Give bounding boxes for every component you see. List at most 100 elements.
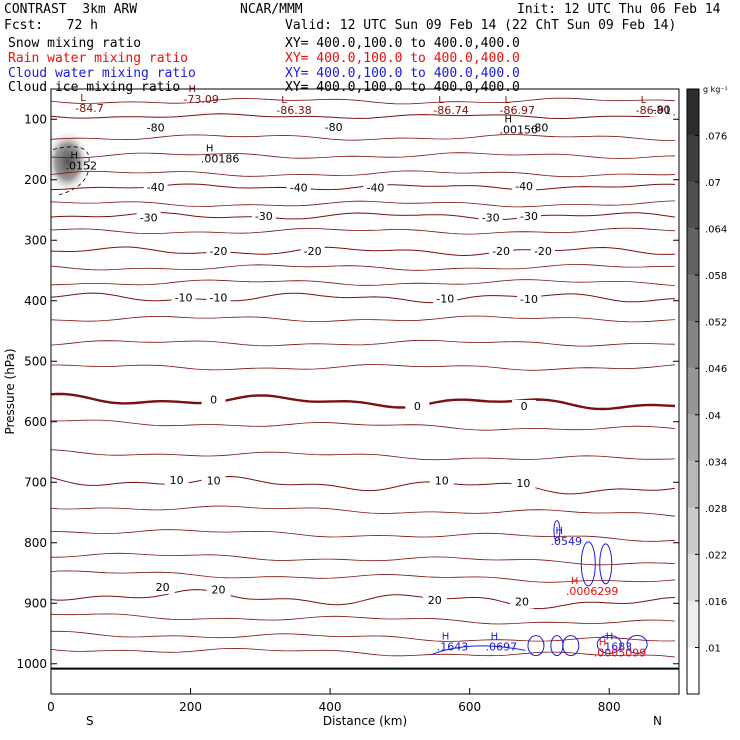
isotherm-minor: [50, 97, 676, 105]
marker-low: L: [80, 93, 86, 104]
isotherm-0: [50, 392, 676, 411]
colorbar-cell: [687, 554, 699, 601]
colorbar: .076 .07 .064 .058 .052 .046 .04 .034 .028 .022 .0…: [686, 85, 728, 695]
cloud-water-contour: [596, 634, 622, 654]
cloud-water-contour: [431, 645, 526, 656]
isotherm-label: 10: [435, 474, 449, 487]
colorbar-tick-label: .01: [705, 643, 721, 654]
marker-value: .1643: [437, 641, 469, 654]
isotherm-label-bg: [150, 580, 175, 594]
isotherm-label-bg: [136, 211, 161, 225]
isotherm-label-bg: [405, 400, 430, 414]
isotherm-label-bg: [512, 400, 537, 414]
isotherm-label: -80: [530, 122, 548, 135]
y-tick-label: 500: [24, 354, 47, 368]
colorbar-tick-label: .04: [705, 411, 721, 422]
y-tick-label: 100: [24, 112, 47, 126]
field-cloudwater-name: Cloud water mixing ratio: [8, 66, 196, 81]
y-tick-label: 900: [24, 596, 47, 610]
isotherm-label: 0: [414, 400, 421, 413]
isotherm-label: 10: [207, 474, 221, 487]
colorbar-tick-label: .046: [705, 364, 727, 375]
isotherm-label: -20: [492, 245, 510, 258]
isotherm-label-bg: [201, 393, 226, 407]
colorbar-tick-label: .028: [705, 504, 727, 515]
field-cloudice-name: Cloud ice mixing ratio: [8, 80, 181, 95]
isotherm-minor: [50, 134, 676, 141]
field-rain-name: Rain water mixing ratio: [8, 51, 189, 66]
isotherm-label: -10: [175, 292, 193, 305]
isotherm-minor: [50, 505, 676, 517]
isotherm-label-bg: [300, 245, 325, 259]
isotherm-label-bg: [143, 181, 168, 195]
x-tick-label: 400: [319, 700, 342, 714]
isotherm-label: -20: [209, 245, 227, 258]
field-snow-name: Snow mixing ratio: [8, 36, 142, 51]
isotherm-label-bg: [206, 245, 231, 259]
isotherm-minor: [50, 170, 676, 178]
isotherm-label: -30: [482, 211, 500, 224]
cloud-water-contour: [550, 635, 564, 657]
colorbar-cell: [687, 600, 699, 648]
isotherm-label: -40: [366, 182, 384, 195]
isotherm-label-bg: [530, 245, 555, 259]
isotherm--20: [50, 246, 676, 257]
marker-low: L: [281, 95, 287, 106]
isotherm-minor: [50, 279, 676, 286]
snow-max-shading: [45, 129, 90, 194]
colorbar-cell: [687, 368, 699, 415]
isotherm-label: 20: [211, 583, 225, 596]
isotherm-label-bg: [143, 121, 168, 135]
cloud-contours: [431, 520, 648, 657]
isotherm-label-bg: [478, 211, 503, 225]
header-valid: Valid: 12 UTC Sun 09 Feb 14 (22 ChT Sun …: [285, 18, 677, 33]
isotherm-label: -30: [140, 211, 158, 224]
marker-high: H: [606, 632, 614, 643]
isotherm-label-bg: [251, 210, 276, 224]
cloud-water-contour: [527, 635, 545, 657]
isotherm-label-bg: [422, 594, 447, 608]
isotherm-label: -40: [290, 182, 308, 195]
cloud-water-contour: [599, 543, 613, 585]
header-center: NCAR/MMM: [240, 2, 303, 17]
marker-value: .0005099: [594, 647, 647, 660]
isotherm-label: 20: [156, 581, 170, 594]
colorbar-tick-label: .07: [705, 178, 721, 189]
cloud-water-contour: [580, 541, 596, 587]
isotherm-label: 20: [515, 595, 529, 608]
cloud-water-contour: [562, 635, 580, 657]
isotherm-label-bg: [649, 103, 674, 117]
isotherm-minor: [51, 364, 676, 371]
marker-value: .0697: [486, 641, 517, 654]
marker-value: .1683: [601, 641, 633, 654]
isotherm-label-bg: [527, 121, 552, 135]
temperature-contours: [50, 97, 676, 658]
isotherm-minor: [51, 419, 676, 431]
isotherm-20: [50, 589, 676, 610]
marker-value: -84.7: [75, 102, 103, 115]
colorbar-tick-label: .058: [705, 271, 727, 282]
marker-low: L: [505, 95, 511, 106]
isotherm-label-bg: [286, 181, 311, 195]
colorbar-tick-label: .064: [705, 225, 727, 236]
marker-value: .0152: [66, 160, 98, 173]
marker-high: H: [206, 143, 214, 154]
contour-labels: -80 -80 -80 -80 -40 -40 -40 -40 -30 -30 -30 -30 -20 -…: [136, 103, 674, 609]
isotherm-label: -20: [534, 245, 552, 258]
isotherm-label-bg: [363, 181, 388, 195]
marker-high: H: [491, 632, 499, 643]
marker-value: -86.91: [636, 104, 671, 117]
colorbar-cell: [687, 414, 699, 462]
field-snow-xy: XY= 400.0,100.0 to 400.0,400.0: [285, 36, 520, 51]
isotherm-label: 0: [521, 400, 528, 413]
isotherm-minor: [50, 613, 676, 625]
isotherm-label-bg: [429, 474, 454, 488]
colorbar-cell: [687, 275, 699, 322]
isotherm-minor: [50, 449, 676, 461]
isotherm-label-bg: [164, 473, 189, 487]
marker-high: H: [442, 632, 450, 643]
marker-low: L: [641, 95, 647, 106]
isotherm-label: 20: [428, 594, 442, 607]
isotherm-label-bg: [516, 292, 541, 306]
